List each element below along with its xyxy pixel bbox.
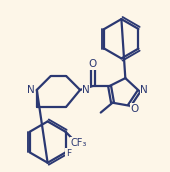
Text: N: N <box>82 85 90 95</box>
Text: O: O <box>130 104 138 114</box>
Text: F: F <box>66 149 71 158</box>
Text: N: N <box>27 85 35 95</box>
Text: O: O <box>89 59 97 69</box>
Text: N: N <box>140 85 148 95</box>
Text: CF₃: CF₃ <box>70 138 87 148</box>
